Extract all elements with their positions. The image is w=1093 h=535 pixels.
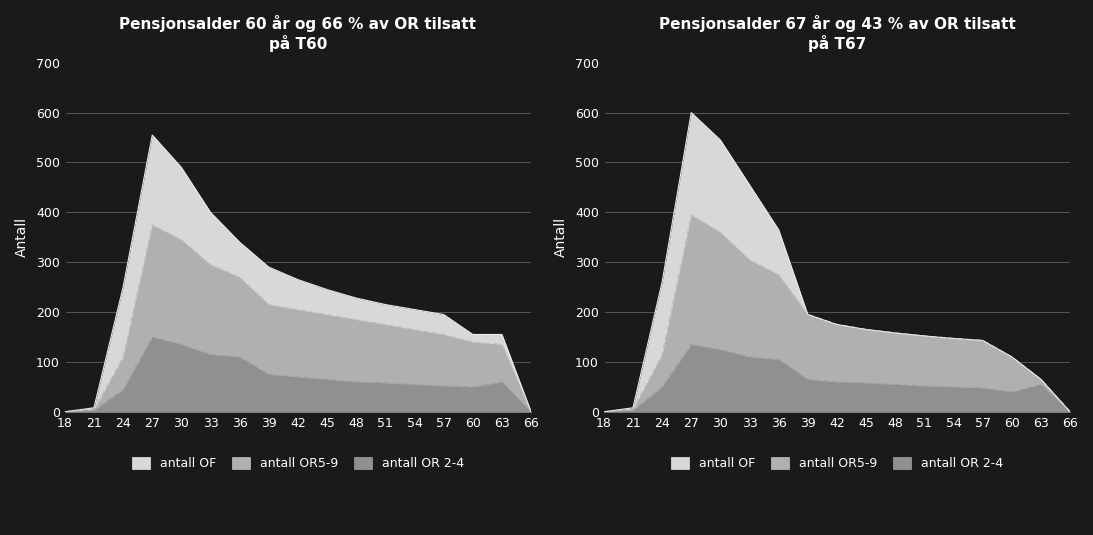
Y-axis label: Antall: Antall [15,217,30,257]
Title: Pensjonsalder 67 år og 43 % av OR tilsatt
på T67: Pensjonsalder 67 år og 43 % av OR tilsat… [659,15,1015,52]
Title: Pensjonsalder 60 år og 66 % av OR tilsatt
på T60: Pensjonsalder 60 år og 66 % av OR tilsat… [119,15,477,52]
Legend: antall OF, antall OR5-9, antall OR 2-4: antall OF, antall OR5-9, antall OR 2-4 [666,452,1009,475]
Legend: antall OF, antall OR5-9, antall OR 2-4: antall OF, antall OR5-9, antall OR 2-4 [127,452,469,475]
Y-axis label: Antall: Antall [554,217,568,257]
